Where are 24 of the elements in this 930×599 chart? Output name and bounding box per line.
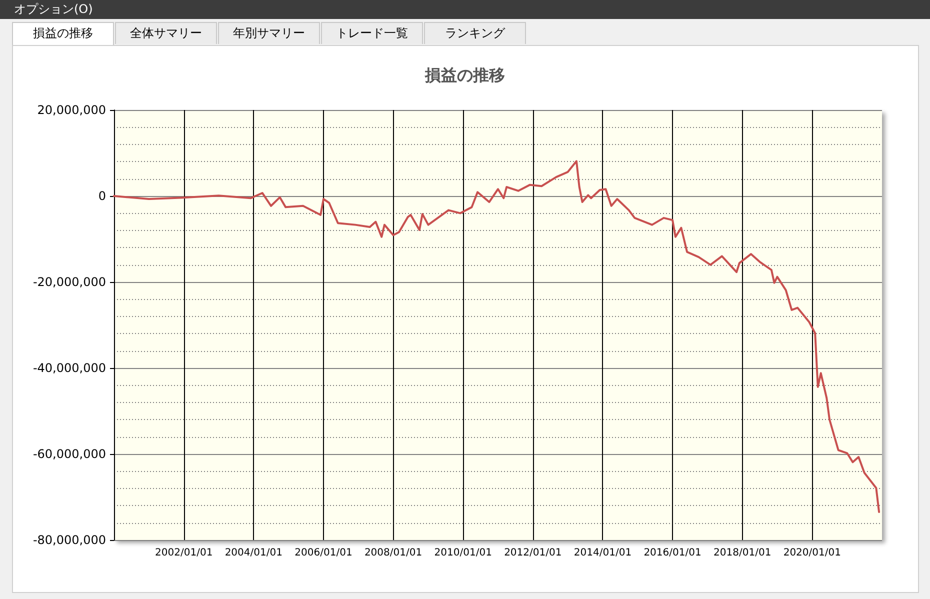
text: 年別サマリー <box>218 22 320 44</box>
text: 損益の推移 <box>12 22 114 46</box>
y-tick-label: -40,000,000 <box>32 361 106 375</box>
text: オプション(O) <box>14 2 93 16</box>
x-tick-label: 2018/01/01 <box>714 548 772 558</box>
x-tick-label: 2002/01/01 <box>155 548 213 558</box>
x-tick-label: 2020/01/01 <box>783 548 841 558</box>
line-series <box>113 160 880 514</box>
chart-title: 損益の推移 <box>424 66 505 84</box>
text: 全体サマリー <box>115 22 217 44</box>
x-tick-label: 2008/01/01 <box>364 548 422 558</box>
x-tick-label: 2004/01/01 <box>224 548 282 558</box>
x-tick-label: 2014/01/01 <box>574 548 632 558</box>
y-tick-label: -60,000,000 <box>32 447 106 461</box>
y-tick-label: 0 <box>98 189 106 203</box>
x-tick-label: 2016/01/01 <box>644 548 702 558</box>
x-tick-label: 2010/01/01 <box>434 548 492 558</box>
y-tick-label: -20,000,000 <box>32 275 106 289</box>
text: トレード一覧 <box>321 22 423 44</box>
text: ランキング <box>424 22 526 44</box>
y-tick-label: -80,000,000 <box>32 533 106 547</box>
x-tick-label: 2012/01/01 <box>504 548 562 558</box>
y-tick-label: 20,000,000 <box>37 103 106 117</box>
x-tick-label: 2006/01/01 <box>294 548 352 558</box>
